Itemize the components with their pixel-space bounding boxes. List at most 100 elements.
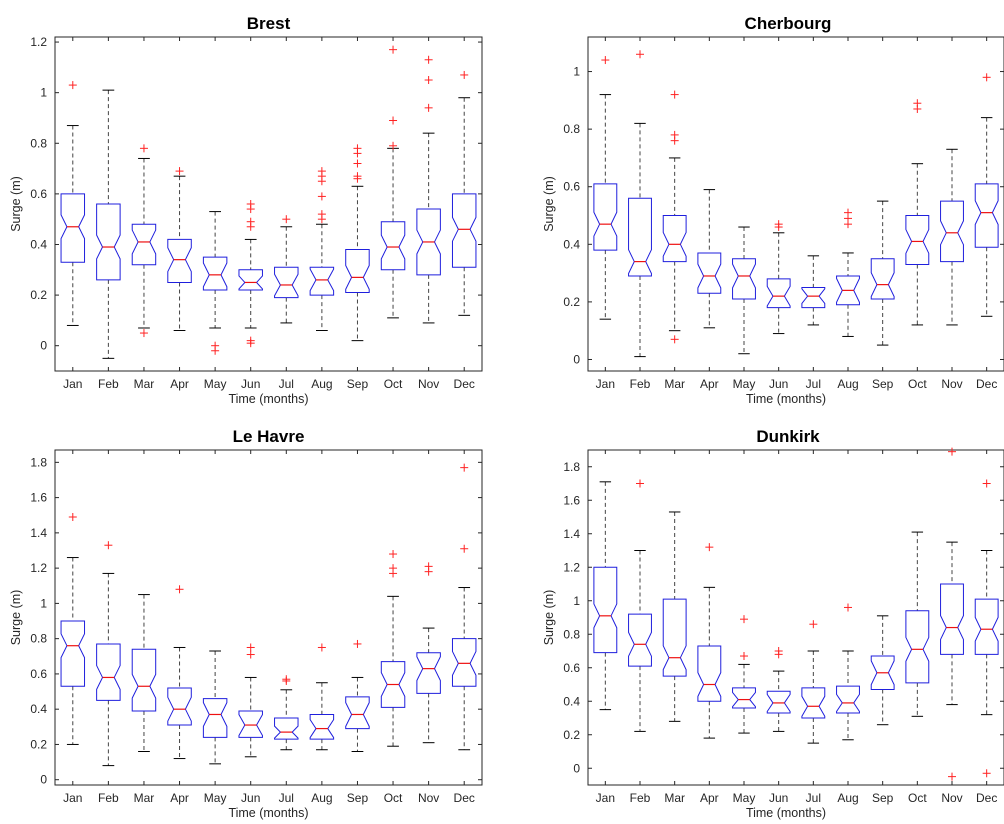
y-tick-label: 0.8 [563,122,580,136]
box-dec [974,73,999,317]
y-tick-label: 0.6 [563,661,580,675]
y-tick-label: 0.8 [30,136,47,150]
outlier-marker [460,463,469,472]
y-tick-label: 0 [573,352,580,366]
outlier-marker [982,769,991,778]
x-tick-label: Dec [454,377,475,391]
x-tick-label: Jul [279,791,294,805]
y-tick-label: 1.8 [563,460,580,474]
outlier-marker [774,650,783,659]
box-jun [238,200,263,348]
y-tick-label: 1.8 [30,455,47,469]
y-tick-label: 0.6 [30,667,47,681]
x-tick-label: Apr [700,791,719,805]
outlier-marker [424,55,433,64]
x-tick-label: Apr [170,791,189,805]
chart-title: Brest [247,14,291,33]
box-aug [836,208,860,337]
box-body [628,197,652,277]
x-tick-label: Apr [700,377,719,391]
box-feb [628,479,652,732]
y-tick-label: 0.8 [30,632,47,646]
box-apr [167,585,192,760]
outlier-marker [104,541,113,550]
y-tick-label: 0.4 [30,702,47,716]
box-sep [870,615,895,726]
box-body [974,598,999,655]
box-mar [662,90,687,344]
box-dec [451,463,477,751]
y-tick-label: 0 [40,773,47,787]
box-body [274,266,299,299]
x-tick-label: Jul [279,377,294,391]
outlier-marker [246,650,255,659]
box-feb [96,89,121,359]
outlier-marker [317,215,326,224]
outlier-marker [809,620,818,629]
x-tick-label: Jul [806,791,821,805]
outlier-marker [282,215,291,224]
y-tick-label: 1 [40,86,47,100]
box-body [380,221,406,271]
box-body [380,661,406,708]
x-tick-label: Nov [418,377,439,391]
box-aug [309,643,335,751]
box-dec [451,70,477,316]
outlier-marker [68,81,77,90]
box-body [345,249,370,294]
x-tick-label: Aug [311,377,332,391]
outlier-marker [389,45,398,54]
x-tick-label: Jun [241,791,260,805]
outlier-marker [139,329,148,338]
outlier-marker [948,447,956,456]
outlier-marker [740,615,748,624]
y-axis-label: Surge (m) [9,590,23,646]
x-axis-label: Time (months) [746,392,826,406]
outlier-marker [705,543,714,552]
box-jul [801,620,826,744]
box-body [801,287,826,309]
box-body [167,687,192,726]
x-tick-label: Feb [630,377,651,391]
x-tick-label: Oct [908,377,927,391]
box-jun [766,647,791,732]
x-tick-label: Sep [347,791,369,805]
x-tick-label: Aug [311,791,332,805]
y-tick-label: 1 [573,594,580,608]
x-axis-label: Time (months) [746,806,826,820]
outlier-marker [282,676,291,685]
x-tick-label: Aug [837,377,858,391]
x-tick-label: Jul [806,377,821,391]
box-body [238,269,263,291]
box-body [732,258,756,300]
chart-title: Dunkirk [756,427,820,446]
y-tick-label: 1.6 [30,491,47,505]
x-tick-label: Nov [941,377,962,391]
box-jul [801,255,826,326]
y-tick-label: 0.2 [30,737,47,751]
outlier-marker [211,346,220,355]
y-tick-label: 1.6 [563,493,580,507]
box-body [167,238,192,283]
box-body [628,613,652,667]
chart-title: Cherbourg [745,14,832,33]
x-tick-label: Mar [134,791,155,805]
box-oct [905,99,930,326]
x-tick-label: Sep [872,377,894,391]
y-tick-label: 0.6 [563,180,580,194]
x-tick-label: Nov [418,791,439,805]
box-mar [131,144,157,338]
y-axis-label: Surge (m) [542,590,556,646]
box-may [202,211,228,355]
outlier-marker [246,643,255,652]
outlier-marker [424,567,433,576]
x-tick-label: Jan [596,377,615,391]
x-tick-label: May [204,791,227,805]
box-body [766,278,791,309]
y-tick-label: 1.2 [30,561,47,575]
outlier-marker [601,56,610,65]
outlier-marker [246,222,255,231]
box-jul [274,675,299,751]
box-apr [697,543,722,739]
outlier-marker [246,339,255,348]
